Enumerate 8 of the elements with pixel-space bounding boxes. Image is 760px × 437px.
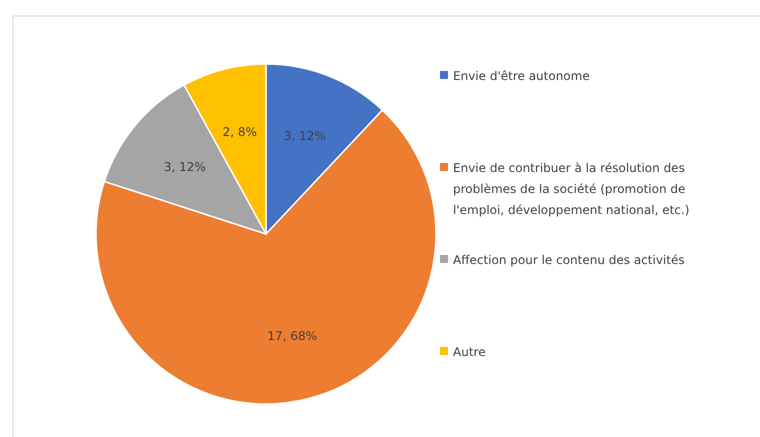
legend-label: Envie d'être autonome (453, 69, 590, 83)
data-label: 2, 8% (222, 124, 257, 139)
data-label: 3, 12% (284, 129, 326, 143)
legend-label: Affection pour le contenu des activités (453, 253, 685, 267)
legend-label: Autre (453, 345, 486, 359)
legend-label: Envie de contribuer à la résolution des problèmes de la société (promotion de l'emploi, développement national, etc.) (453, 161, 690, 217)
data-label: 3, 12% (164, 160, 206, 174)
data-label: 17, 68% (267, 329, 317, 344)
